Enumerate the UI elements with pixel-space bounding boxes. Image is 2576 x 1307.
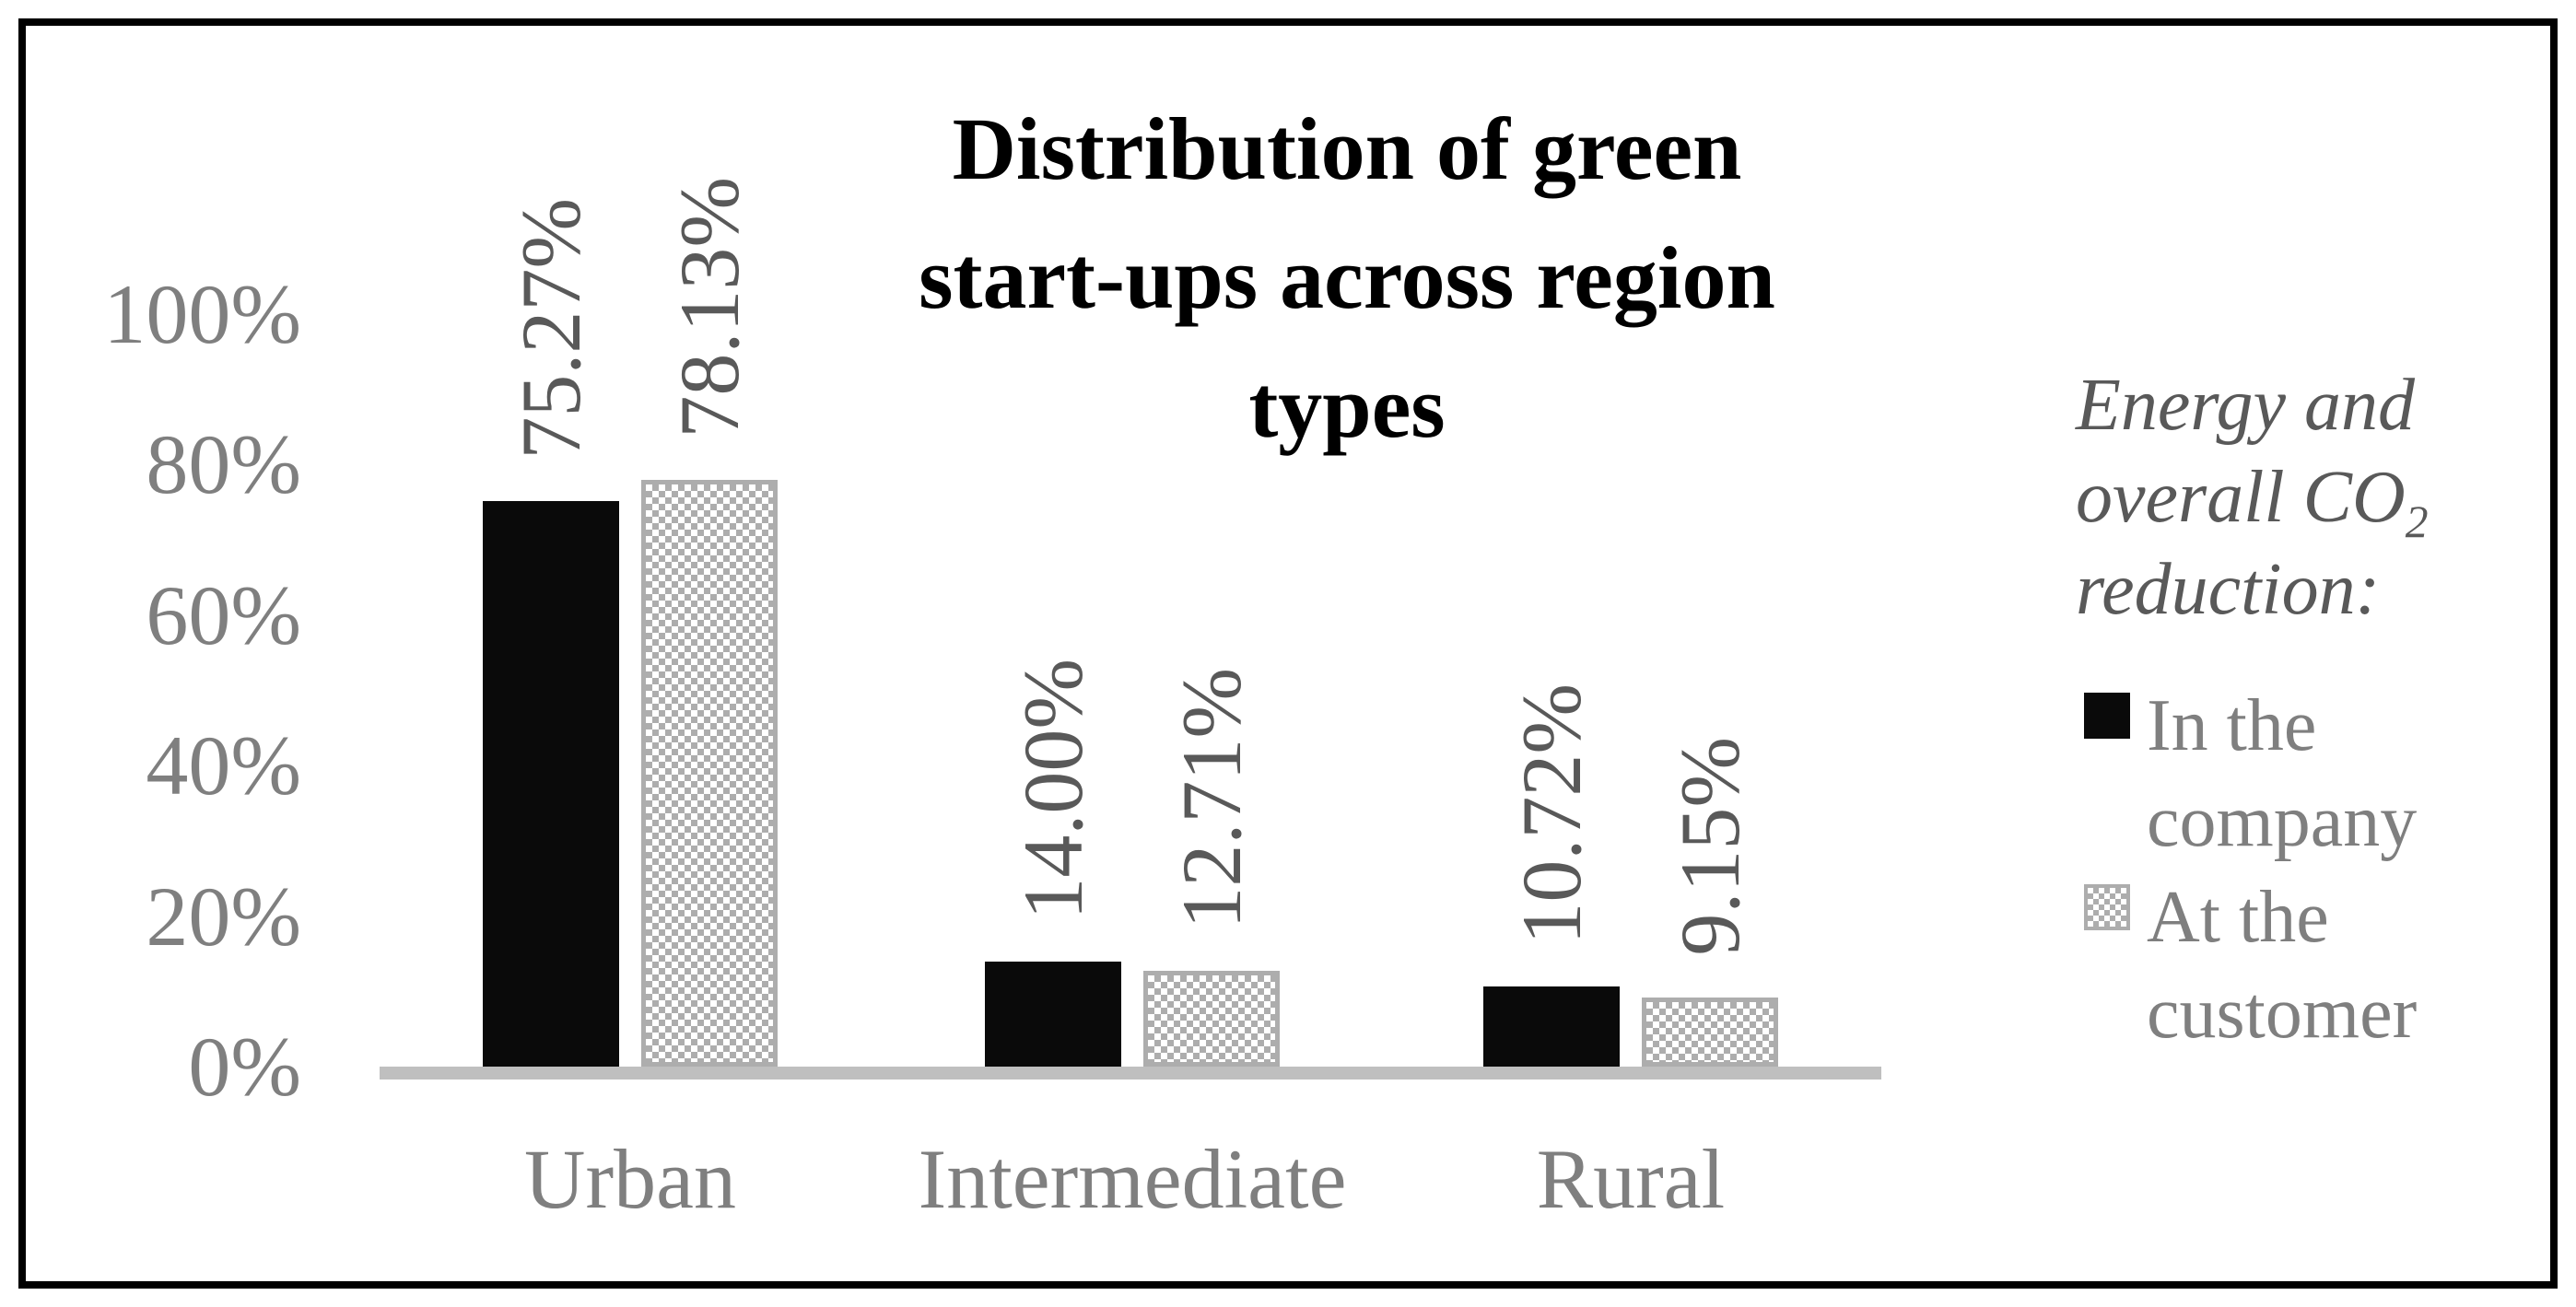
- data-label-intermediate-in-the-company: 14.00%: [1006, 659, 1100, 920]
- legend-item-label: At the customer: [2147, 869, 2515, 1061]
- legend-title-line-1: Energy and: [2076, 365, 2416, 446]
- legend-item-label-line: company: [2147, 781, 2418, 862]
- bar-intermediate-at-the-customer: [1143, 971, 1280, 1067]
- bar-urban-at-the-customer: [641, 480, 778, 1067]
- legend-item-label: In the company: [2147, 678, 2515, 869]
- chart-title-line-1: Distribution of green: [952, 99, 1742, 198]
- data-label-rural-at-the-customer: 9.15%: [1663, 737, 1757, 956]
- chart-title: Distribution of green start-ups across r…: [610, 85, 2084, 472]
- bar-intermediate-in-the-company: [985, 962, 1121, 1067]
- y-axis-tick-label: 0%: [188, 1020, 301, 1114]
- legend-item-at-the-customer: At the customer: [2084, 869, 2515, 1061]
- bar-rural-at-the-customer: [1642, 998, 1778, 1067]
- legend-title: Energy and overall CO2 reduction:: [2076, 359, 2555, 636]
- x-axis-line: [380, 1067, 1881, 1079]
- legend-swatch-checkerboard: [2084, 884, 2130, 930]
- figure-border: [18, 18, 2558, 1289]
- co2-subscript: 2: [2405, 496, 2429, 547]
- data-label-intermediate-at-the-customer: 12.71%: [1165, 668, 1259, 929]
- chart-title-line-3: types: [1248, 357, 1446, 456]
- data-label-rural-in-the-company: 10.72%: [1505, 683, 1598, 945]
- y-axis-tick-label: 80%: [146, 417, 301, 512]
- data-label-urban-at-the-customer: 78.13%: [662, 177, 756, 438]
- legend-swatch-solid-black: [2084, 693, 2130, 739]
- y-axis-tick-label: 40%: [146, 718, 301, 813]
- category-label-urban: Urban: [524, 1132, 736, 1226]
- y-axis-tick-label: 60%: [146, 567, 301, 662]
- bar-urban-in-the-company: [483, 501, 619, 1067]
- y-axis-tick-label: 100%: [103, 267, 301, 361]
- category-label-rural: Rural: [1536, 1132, 1726, 1226]
- legend-title-line-3: reduction:: [2076, 549, 2381, 630]
- legend-item-label-line: In the: [2147, 685, 2317, 766]
- data-label-urban-in-the-company: 75.27%: [504, 198, 598, 460]
- y-axis-tick-label: 20%: [146, 869, 301, 963]
- chart-title-line-2: start-ups across region: [919, 228, 1775, 327]
- legend-item-label-line: At the: [2147, 877, 2329, 958]
- legend-item-in-the-company: In the company: [2084, 678, 2515, 869]
- legend-item-label-line: customer: [2147, 973, 2418, 1054]
- legend-title-line-2: overall CO2: [2076, 457, 2429, 547]
- category-label-intermediate: Intermediate: [918, 1132, 1347, 1226]
- bar-rural-in-the-company: [1483, 986, 1620, 1067]
